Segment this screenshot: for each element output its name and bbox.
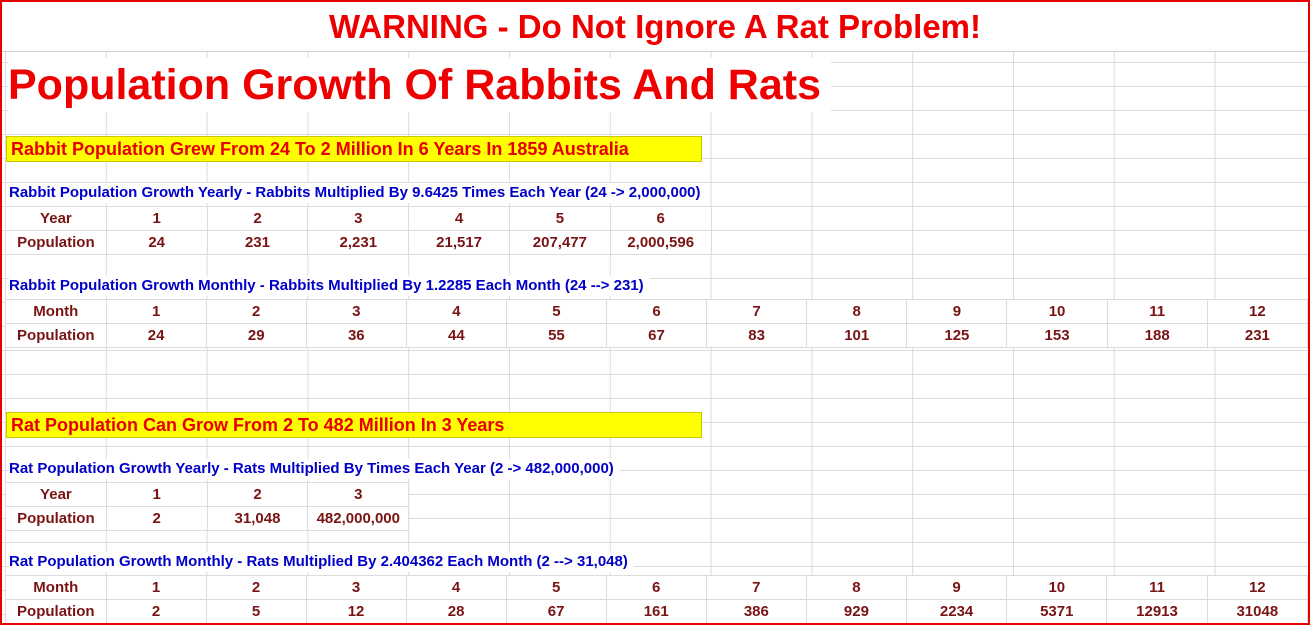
rat-yearly-table: Year 1 2 3 Population 2 31,048 482,000,0… [5,482,410,531]
table-cell: 36 [305,323,407,348]
table-cell: 2,231 [307,230,410,255]
table-cell: 4 [405,299,507,324]
table-cell: 28 [405,599,507,623]
table-cell: 24 [105,323,207,348]
table-row: Year 1 2 3 4 5 6 [5,206,712,231]
table-cell: 5 [205,599,307,623]
table-cell: 44 [405,323,507,348]
table-cell: 8 [805,575,908,600]
table-cell: 12 [1206,575,1308,600]
table-cell: 6 [605,575,707,600]
table-row: Population 2 31,048 482,000,000 [5,506,410,531]
table-cell: 4 [405,575,507,600]
rat-monthly-label: Rat Population Growth Monthly - Rats Mul… [9,552,634,572]
table-cell: 231 [206,230,309,255]
table-cell: 7 [705,575,807,600]
table-row: Year 1 2 3 [5,482,410,507]
row-header-population: Population [5,230,107,255]
table-cell: 8 [806,299,908,324]
page-title: Population Growth Of Rabbits And Rats [8,58,831,112]
table-cell: 125 [906,323,1008,348]
table-cell: 11 [1106,575,1208,600]
table-cell: 2 [206,482,309,507]
table-cell: 10 [1006,299,1108,324]
table-cell: 12 [1206,299,1308,324]
row-header-year: Year [5,482,107,507]
table-cell: 10 [1006,575,1108,600]
table-cell: 67 [505,599,607,623]
table-cell: 3 [307,482,410,507]
table-cell: 2 [205,299,307,324]
table-cell: 2 [105,506,208,531]
row-header-population: Population [5,323,107,348]
table-cell: 5 [505,299,607,324]
table-cell: 153 [1006,323,1108,348]
table-cell: 207,477 [508,230,611,255]
table-cell: 67 [605,323,708,348]
table-cell: 24 [105,230,208,255]
table-cell: 9 [905,575,1008,600]
table-cell: 12913 [1106,599,1208,623]
row-header-population: Population [5,599,107,623]
table-cell: 7 [706,299,808,324]
table-cell: 231 [1206,323,1308,348]
table-cell: 482,000,000 [307,506,410,531]
table-cell: 101 [806,323,908,348]
table-cell: 6 [605,299,708,324]
table-row: Population 24 231 2,231 21,517 207,477 2… [5,230,712,255]
table-cell: 1 [105,575,207,600]
table-row: Month 1 2 3 4 5 6 7 8 9 10 11 12 [5,299,1308,324]
table-cell: 31,048 [206,506,309,531]
table-cell: 5 [508,206,611,231]
table-cell: 21,517 [408,230,510,255]
row-header-month: Month [5,575,107,600]
table-cell: 5 [505,575,607,600]
rabbit-yearly-label: Rabbit Population Growth Yearly - Rabbit… [9,183,707,203]
table-cell: 386 [705,599,807,623]
row-header-month: Month [5,299,107,324]
table-row: Population 2 5 12 28 67 161 386 929 2234… [5,599,1308,623]
table-cell: 6 [609,206,712,231]
table-cell: 1 [105,206,208,231]
table-cell: 83 [706,323,808,348]
table-cell: 3 [307,206,410,231]
rabbit-monthly-label: Rabbit Population Growth Monthly - Rabbi… [9,276,650,296]
table-cell: 31048 [1206,599,1308,623]
table-cell: 1 [105,482,208,507]
table-cell: 929 [805,599,908,623]
table-cell: 3 [305,575,407,600]
warning-banner: WARNING - Do Not Ignore A Rat Problem! [2,2,1308,52]
table-cell: 55 [505,323,607,348]
table-cell: 2 [206,206,309,231]
rat-monthly-table: Month 1 2 3 4 5 6 7 8 9 10 11 12 Populat… [5,575,1308,623]
table-row: Month 1 2 3 4 5 6 7 8 9 10 11 12 [5,575,1308,600]
rat-heading: Rat Population Can Grow From 2 To 482 Mi… [6,412,702,438]
table-cell: 12 [305,599,407,623]
table-cell: 3 [305,299,407,324]
table-cell: 4 [408,206,510,231]
table-cell: 1 [105,299,207,324]
table-cell: 2,000,596 [609,230,712,255]
rabbit-yearly-table: Year 1 2 3 4 5 6 Population 24 231 2,231… [5,206,712,255]
rat-yearly-label: Rat Population Growth Yearly - Rats Mult… [9,459,620,479]
row-header-population: Population [5,506,107,531]
table-cell: 5371 [1006,599,1108,623]
table-cell: 161 [605,599,707,623]
table-cell: 11 [1106,299,1208,324]
rabbit-monthly-table: Month 1 2 3 4 5 6 7 8 9 10 11 12 Populat… [5,299,1308,348]
table-cell: 2 [105,599,207,623]
table-cell: 29 [205,323,307,348]
table-row: Population 24 29 36 44 55 67 83 101 125 … [5,323,1308,348]
table-cell: 2234 [905,599,1008,623]
table-cell: 188 [1106,323,1208,348]
row-header-year: Year [5,206,107,231]
table-cell: 9 [906,299,1008,324]
rabbit-heading: Rabbit Population Grew From 24 To 2 Mill… [6,136,702,162]
table-cell: 2 [205,575,307,600]
